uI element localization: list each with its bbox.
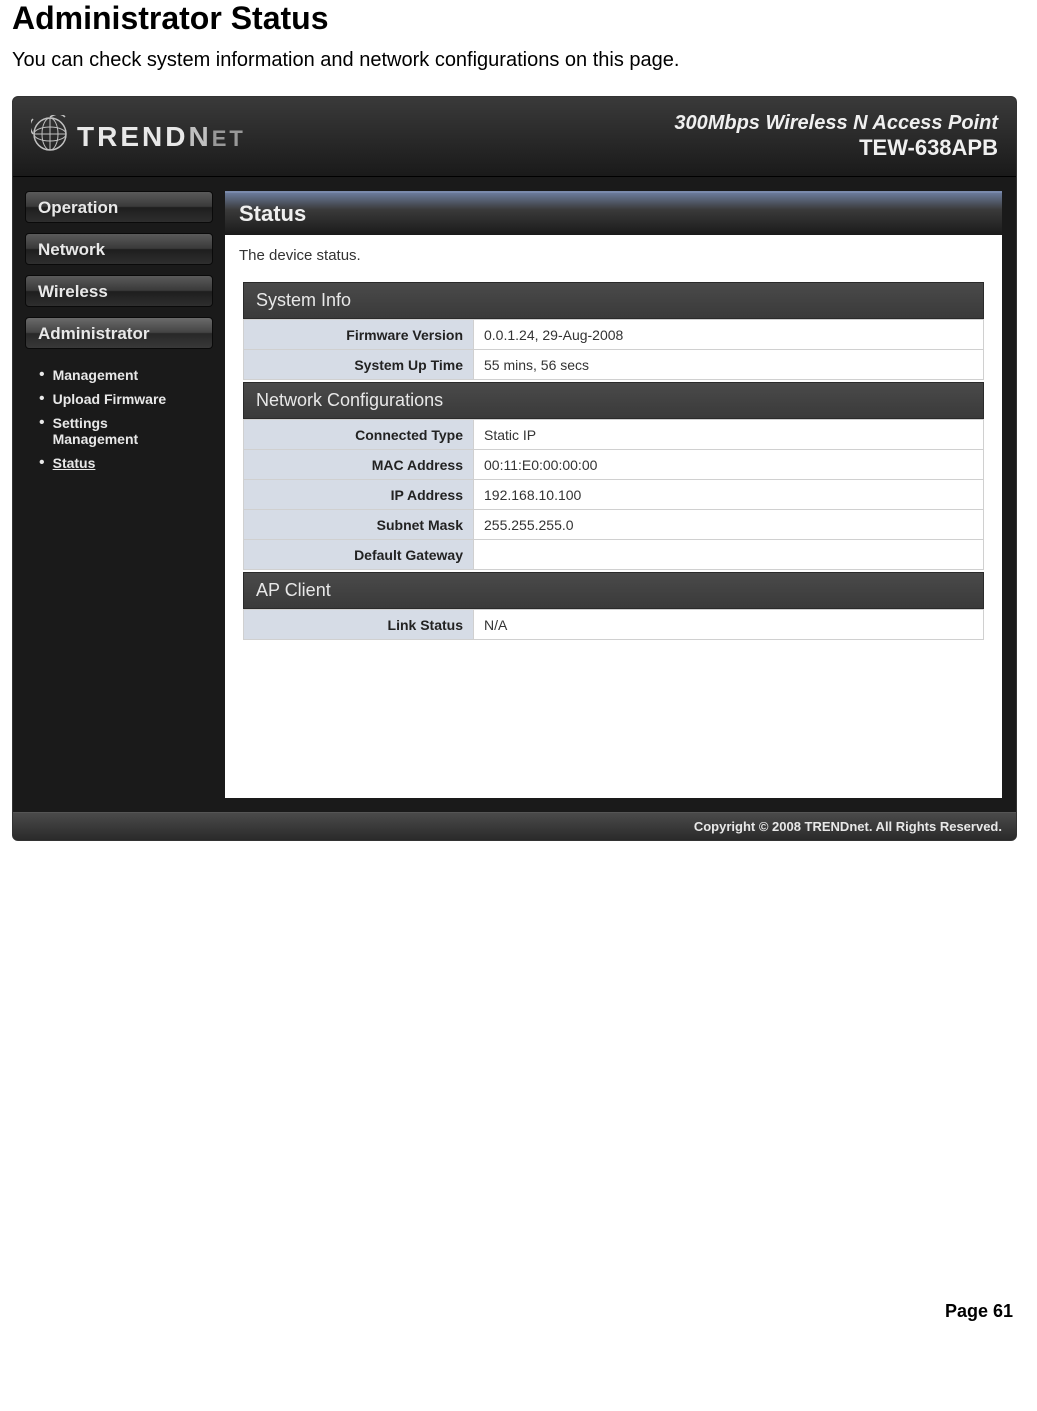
submenu-label: Upload Firmware <box>53 391 167 407</box>
table-row: System Up Time 55 mins, 56 secs <box>244 350 984 380</box>
system-info-table: Firmware Version 0.0.1.24, 29-Aug-2008 S… <box>243 319 984 380</box>
submenu-settings-management[interactable]: Settings Management <box>39 411 213 451</box>
spacer <box>225 642 1002 798</box>
table-row: IP Address 192.168.10.100 <box>244 480 984 510</box>
table-row: Link Status N/A <box>244 610 984 640</box>
admin-submenu: Management Upload Firmware Settings Mana… <box>25 359 213 483</box>
table-row: MAC Address 00:11:E0:00:00:00 <box>244 450 984 480</box>
router-admin-screenshot: TRENDNET 300Mbps Wireless N Access Point… <box>12 96 1017 841</box>
document-title: Administrator Status <box>12 0 1025 37</box>
value-link-status: N/A <box>474 610 984 640</box>
main-area: Operation Network Wireless Administrator… <box>13 177 1016 812</box>
header-bar: TRENDNET 300Mbps Wireless N Access Point… <box>13 97 1016 177</box>
value-connected-type: Static IP <box>474 420 984 450</box>
section-system-info: System Info <box>243 282 984 319</box>
content-pane: Status The device status. System Info Fi… <box>225 191 1002 798</box>
product-model: TEW-638APB <box>674 135 998 161</box>
nav-operation[interactable]: Operation <box>25 191 213 223</box>
content-description: The device status. <box>225 235 1002 282</box>
submenu-upload-firmware[interactable]: Upload Firmware <box>39 387 213 411</box>
sidebar: Operation Network Wireless Administrator… <box>13 177 225 812</box>
submenu-label: Management <box>53 367 139 383</box>
value-mac-address: 00:11:E0:00:00:00 <box>474 450 984 480</box>
label-link-status: Link Status <box>244 610 474 640</box>
table-row: Subnet Mask 255.255.255.0 <box>244 510 984 540</box>
submenu-label: Status <box>53 455 96 471</box>
label-subnet-mask: Subnet Mask <box>244 510 474 540</box>
nav-wireless[interactable]: Wireless <box>25 275 213 307</box>
brand-main: TREND <box>77 121 188 152</box>
label-ip-address: IP Address <box>244 480 474 510</box>
section-network-config: Network Configurations <box>243 382 984 419</box>
table-row: Firmware Version 0.0.1.24, 29-Aug-2008 <box>244 320 984 350</box>
submenu-management[interactable]: Management <box>39 363 213 387</box>
table-row: Default Gateway <box>244 540 984 570</box>
product-name: 300Mbps Wireless N Access Point <box>674 112 998 135</box>
value-subnet-mask: 255.255.255.0 <box>474 510 984 540</box>
section-ap-client: AP Client <box>243 572 984 609</box>
submenu-status[interactable]: Status <box>39 451 213 475</box>
nav-network[interactable]: Network <box>25 233 213 265</box>
footer-copyright: Copyright © 2008 TRENDnet. All Rights Re… <box>13 812 1016 840</box>
network-config-table: Connected Type Static IP MAC Address 00:… <box>243 419 984 570</box>
submenu-label: Settings Management <box>53 415 183 447</box>
table-row: Connected Type Static IP <box>244 420 984 450</box>
brand-text: TRENDNET <box>77 121 246 153</box>
product-info: 300Mbps Wireless N Access Point TEW-638A… <box>674 112 1016 161</box>
label-default-gateway: Default Gateway <box>244 540 474 570</box>
document-description: You can check system information and net… <box>12 49 1025 72</box>
ap-client-table: Link Status N/A <box>243 609 984 640</box>
value-system-uptime: 55 mins, 56 secs <box>474 350 984 380</box>
nav-administrator[interactable]: Administrator <box>25 317 213 349</box>
brand-logo: TRENDNET <box>13 115 246 158</box>
label-mac-address: MAC Address <box>244 450 474 480</box>
sections-container: System Info Firmware Version 0.0.1.24, 2… <box>225 282 1002 642</box>
value-default-gateway <box>474 540 984 570</box>
label-connected-type: Connected Type <box>244 420 474 450</box>
label-system-uptime: System Up Time <box>244 350 474 380</box>
value-firmware-version: 0.0.1.24, 29-Aug-2008 <box>474 320 984 350</box>
content-title: Status <box>225 191 1002 235</box>
value-ip-address: 192.168.10.100 <box>474 480 984 510</box>
brand-n: N <box>188 121 211 152</box>
label-firmware-version: Firmware Version <box>244 320 474 350</box>
page-number: Page 61 <box>12 1301 1025 1342</box>
brand-suffix: ET <box>212 126 246 151</box>
globe-icon <box>31 115 69 158</box>
